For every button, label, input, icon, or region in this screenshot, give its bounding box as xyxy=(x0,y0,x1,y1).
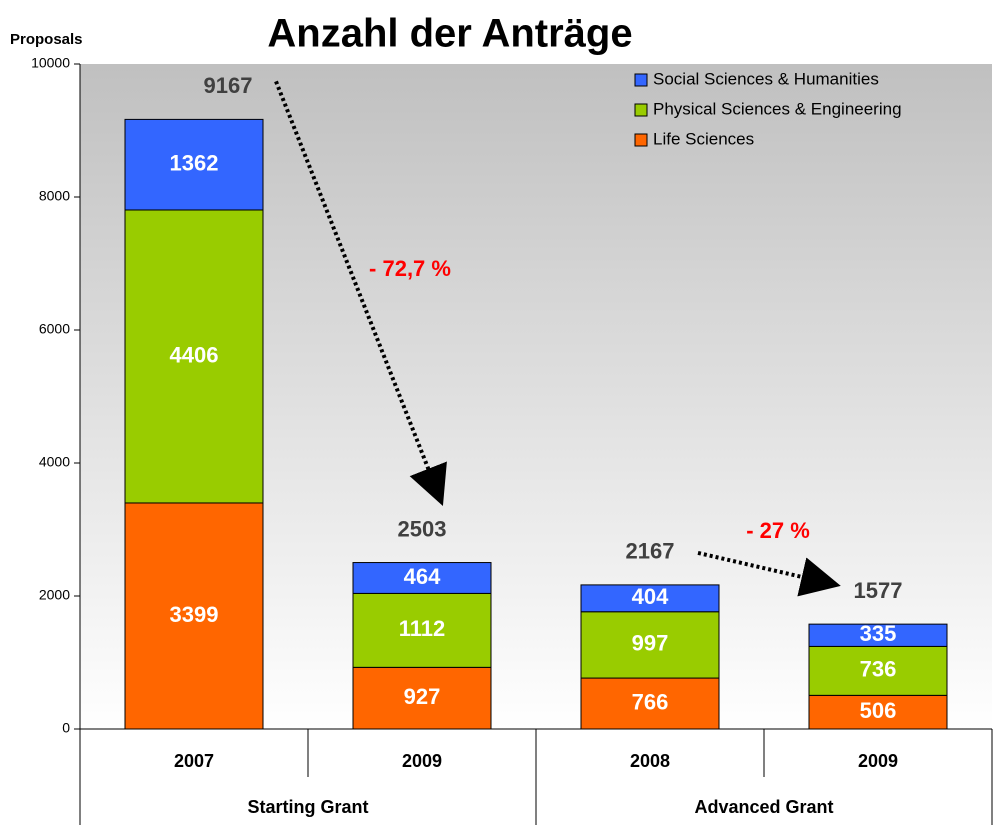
bar-segment xyxy=(580,584,720,613)
y-tick-label: 10000 xyxy=(31,55,70,71)
data-label: 506 xyxy=(860,698,897,723)
total-label: 1577 xyxy=(854,578,903,603)
annotation: - 27 % xyxy=(746,518,810,543)
y-tick-label: 8000 xyxy=(39,188,70,204)
trend-arrow xyxy=(274,80,447,506)
data-label: 766 xyxy=(632,689,669,714)
legend-swatch xyxy=(634,133,648,147)
data-label: 4406 xyxy=(170,342,219,367)
data-label: 404 xyxy=(632,584,669,609)
bar-segment xyxy=(124,118,264,211)
y-tick-label: 6000 xyxy=(39,321,70,337)
bar-segment xyxy=(808,623,948,647)
legend-label: Social Sciences & Humanities xyxy=(653,69,879,88)
bar-segment xyxy=(124,209,264,504)
data-label: 335 xyxy=(860,621,897,646)
bar-segment xyxy=(352,666,492,730)
total-label: 9167 xyxy=(204,73,253,98)
data-label: 1362 xyxy=(170,150,219,175)
legend-label: Physical Sciences & Engineering xyxy=(653,99,902,118)
x-tick-label: 2008 xyxy=(630,751,670,771)
x-tick-label: 2007 xyxy=(174,751,214,771)
bar-segment xyxy=(808,694,948,730)
data-label: 736 xyxy=(860,657,897,682)
bar-segment xyxy=(124,502,264,730)
y-tick-label: 2000 xyxy=(39,587,70,603)
legend-swatch xyxy=(634,73,648,87)
x-tick-label: 2009 xyxy=(402,751,442,771)
data-label: 464 xyxy=(404,564,441,589)
data-label: 997 xyxy=(632,631,669,656)
trend-arrow xyxy=(697,550,841,597)
legend-label: Life Sciences xyxy=(653,129,754,148)
bar-segment xyxy=(352,562,492,594)
group-label: Starting Grant xyxy=(247,797,368,817)
x-tick-label: 2009 xyxy=(858,751,898,771)
y-tick-label: 4000 xyxy=(39,454,70,470)
data-label: 927 xyxy=(404,684,441,709)
bar-segment xyxy=(808,645,948,696)
y-axis-label: Proposals xyxy=(10,31,83,48)
chart-title: Anzahl der Anträge xyxy=(267,12,632,56)
group-label: Advanced Grant xyxy=(694,797,833,817)
legend-swatch xyxy=(634,103,648,117)
y-tick-label: 0 xyxy=(62,720,70,736)
total-label: 2503 xyxy=(398,516,447,541)
annotation: - 72,7 % xyxy=(369,256,451,281)
data-label: 3399 xyxy=(170,602,219,627)
data-label: 1112 xyxy=(399,616,446,641)
bar-segment xyxy=(352,592,492,668)
total-label: 2167 xyxy=(626,539,675,564)
bar-segment xyxy=(580,611,720,679)
